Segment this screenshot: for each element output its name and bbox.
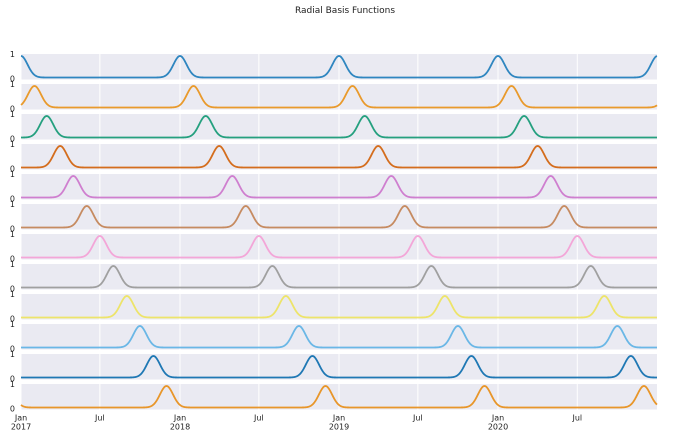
rbf-panel-6: 10 (10, 200, 657, 234)
xtick-label-3: 2018 (170, 423, 190, 432)
ytick-label-0: 0 (10, 135, 15, 144)
rbf-panel-11: 10 (10, 350, 657, 384)
ytick-label-1: 1 (10, 50, 15, 59)
ytick-label-1: 1 (10, 80, 15, 89)
ytick-label-1: 1 (10, 230, 15, 239)
rbf-panel-1: 10 (10, 50, 658, 84)
xtick-label-1: Jan (14, 414, 27, 423)
ytick-label-0: 0 (10, 225, 15, 234)
ytick-label-0: 0 (10, 405, 15, 414)
rbf-panel-5: 10 (10, 170, 657, 204)
xtick-label-5: Jan (332, 414, 345, 423)
xtick-label-2: Jul (94, 414, 105, 423)
rbf-panel-8: 10 (10, 260, 657, 294)
ytick-label-0: 0 (10, 165, 15, 174)
xtick-label-4: Jul (253, 414, 264, 423)
ytick-label-0: 0 (10, 195, 15, 204)
rbf-curve-9 (21, 295, 657, 319)
xtick-label-5: 2019 (329, 423, 349, 432)
rbf-panel-12: 10 (10, 380, 658, 414)
rbf-curve-7 (21, 235, 657, 259)
ytick-label-0: 0 (10, 375, 15, 384)
ytick-label-0: 0 (10, 105, 15, 114)
ytick-label-1: 1 (10, 290, 15, 299)
ytick-label-1: 1 (10, 260, 15, 269)
rbf-panel-10: 10 (10, 320, 657, 354)
rbf-panel-2: 10 (10, 80, 658, 114)
xtick-label-8: Jul (571, 414, 582, 423)
rbf-panel-3: 10 (10, 110, 657, 144)
rbf-panel-4: 10 (10, 140, 657, 174)
ytick-label-1: 1 (10, 350, 15, 359)
rbf-panel-9: 10 (10, 290, 657, 324)
rbf-curve-4 (21, 145, 657, 169)
rbf-curve-5 (21, 175, 657, 199)
rbf-curve-2 (20, 85, 658, 109)
ytick-label-0: 0 (10, 315, 15, 324)
rbf-curve-3 (21, 115, 657, 139)
ytick-label-1: 1 (10, 200, 15, 209)
ytick-label-1: 1 (10, 110, 15, 119)
ytick-label-1: 1 (10, 140, 15, 149)
ytick-label-1: 1 (10, 320, 15, 329)
ytick-label-0: 0 (10, 345, 15, 354)
rbf-curve-8 (21, 265, 657, 289)
ytick-label-0: 0 (10, 255, 15, 264)
ytick-label-1: 1 (10, 170, 15, 179)
ytick-label-0: 0 (10, 285, 15, 294)
ytick-label-0: 0 (10, 75, 15, 84)
rbf-panel-7: 10 (10, 230, 657, 264)
rbf-curve-6 (21, 205, 657, 229)
ytick-label-1: 1 (10, 380, 15, 389)
rbf-curve-12 (20, 385, 658, 409)
rbf-curve-10 (21, 325, 657, 349)
chart-title: Radial Basis Functions (294, 6, 396, 16)
xtick-label-3: Jan (173, 414, 186, 423)
rbf-curve-1 (20, 55, 658, 79)
xtick-label-6: Jul (412, 414, 423, 423)
xtick-label-7: 2020 (488, 423, 508, 432)
xtick-label-1: 2017 (11, 423, 31, 432)
rbf-curve-11 (20, 355, 657, 379)
xtick-label-7: Jan (491, 414, 504, 423)
